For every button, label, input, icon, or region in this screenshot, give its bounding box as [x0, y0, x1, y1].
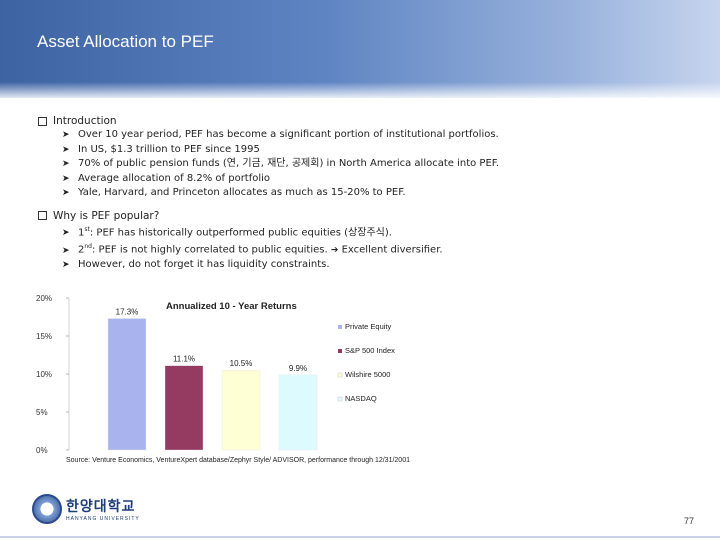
bullet-text: Over 10 year period, PEF has become a si…	[78, 129, 499, 140]
ordinal-suffix: nd	[84, 243, 92, 251]
section-heading-text: Introduction	[53, 115, 117, 127]
bar	[278, 374, 318, 451]
bar-value-label: 11.1%	[173, 355, 195, 364]
arrow-bullet-icon: ➤	[62, 144, 70, 155]
bullet-item: ➤ Average allocation of 8.2% of portfolio	[62, 172, 698, 187]
returns-chart: 0% 5% 10% 15% 20% Annualized 10 - Year Return…	[36, 288, 476, 468]
bullet-list: ➤ Over 10 year period, PEF has become a s…	[38, 128, 698, 201]
logo-english-name: HANYANG UNIVERSITY	[66, 516, 140, 522]
legend-label: S&P 500 Index	[345, 346, 395, 355]
bullet-body-tail: Excellent diversifier.	[341, 244, 443, 256]
bar	[107, 318, 147, 451]
bullet-text: 1st: PEF has historically outperformed p…	[78, 223, 392, 241]
bullet-list: ➤ 1st: PEF has historically outperformed …	[38, 223, 698, 273]
section-heading: Introduction	[38, 114, 698, 128]
legend-swatch	[338, 325, 342, 329]
bullet-text: Yale, Harvard, and Princeton allocates a…	[78, 187, 406, 198]
bullet-item: ➤ However, do not forget it has liquidity…	[62, 258, 698, 273]
legend-swatch	[337, 372, 343, 378]
legend-swatch	[338, 349, 342, 353]
bullet-body: : PEF has historically outperformed publ…	[89, 226, 392, 238]
footer-divider	[0, 536, 720, 538]
y-tick-label: 5%	[36, 408, 48, 417]
y-tick-label: 0%	[36, 446, 48, 455]
legend-label: NASDAQ	[345, 394, 377, 403]
ordinal-number: 2	[78, 244, 85, 256]
y-tick-label: 20%	[36, 294, 52, 303]
arrow-bullet-icon: ➤	[62, 188, 70, 198]
bar	[221, 369, 261, 451]
legend-swatch	[337, 396, 343, 402]
arrow-bullet-icon: ➤	[62, 130, 70, 140]
bar-value-label: 9.9%	[289, 364, 307, 373]
slide-title: Asset Allocation to PEF	[37, 32, 214, 51]
bullet-text: 2nd: PEF is not highly correlated to pub…	[78, 240, 443, 258]
page-number: 77	[683, 516, 694, 526]
right-arrow-icon: ➔	[330, 245, 339, 256]
bullet-text: However, do not forget it has liquidity …	[78, 259, 330, 271]
ordinal-number: 1	[78, 226, 85, 238]
bullet-item: ➤ 1st: PEF has historically outperformed …	[62, 223, 698, 241]
bullet-item: ➤ Over 10 year period, PEF has become a s…	[62, 128, 698, 143]
bullet-item: ➤ 2nd: PEF is not highly correlated to pu…	[62, 240, 698, 258]
checkbox-bullet-icon	[38, 116, 47, 126]
logo-korean-name: 한양대학교	[66, 499, 136, 515]
bullet-item: ➤ Yale, Harvard, and Princeton allocates …	[62, 186, 698, 201]
bullet-body: : PEF is not highly correlated to public…	[92, 244, 328, 256]
bullet-item: ➤ In US, $1.3 trillion to PEF since 1995	[62, 143, 698, 158]
ordinal-suffix: st	[84, 225, 90, 233]
section-heading-text: Why is PEF popular?	[53, 209, 160, 222]
bullet-item: ➤ 70% of public pension funds (연, 기금, 재단,…	[62, 157, 698, 172]
arrow-bullet-icon: ➤	[62, 260, 70, 271]
section-introduction: Introduction ➤ Over 10 year period, PEF h…	[38, 114, 698, 201]
legend-label: Wilshire 5000	[345, 370, 390, 379]
section-why-popular: Why is PEF popular? ➤ 1st: PEF has histor…	[38, 209, 698, 273]
university-logo: 한양대학교 HANYANG UNIVERSITY	[32, 490, 150, 528]
university-seal-icon	[32, 494, 62, 524]
bullet-text: 70% of public pension funds (연, 기금, 재단, …	[78, 158, 500, 169]
bar	[164, 365, 204, 451]
bullet-text: In US, $1.3 trillion to PEF since 1995	[78, 143, 260, 155]
checkbox-bullet-icon	[38, 211, 47, 220]
bar-value-label: 17.3%	[116, 308, 139, 317]
arrow-bullet-icon: ➤	[62, 173, 70, 184]
bullet-text: Average allocation of 8.2% of portfolio	[78, 172, 271, 184]
logo-text: 한양대학교 HANYANG UNIVERSITY	[66, 496, 140, 522]
slide-content: Introduction ➤ Over 10 year period, PEF h…	[38, 114, 698, 281]
y-tick-label: 10%	[36, 370, 52, 379]
y-tick-label: 15%	[36, 332, 52, 341]
arrow-bullet-icon: ➤	[62, 227, 70, 238]
arrow-bullet-icon: ➤	[62, 159, 70, 169]
header-band	[0, 0, 720, 98]
source-note: Source: Venture Economics, VentureXpert …	[66, 457, 410, 464]
bar-value-label: 10.5%	[230, 359, 253, 368]
returns-chart-svg: 0% 5% 10% 15% 20% Annualized 10 - Year Return…	[36, 294, 395, 455]
chart-title: Annualized 10 - Year Returns	[166, 301, 297, 312]
legend-label: Private Equity	[345, 322, 392, 331]
section-heading: Why is PEF popular?	[38, 209, 698, 223]
arrow-bullet-icon: ➤	[62, 245, 70, 256]
